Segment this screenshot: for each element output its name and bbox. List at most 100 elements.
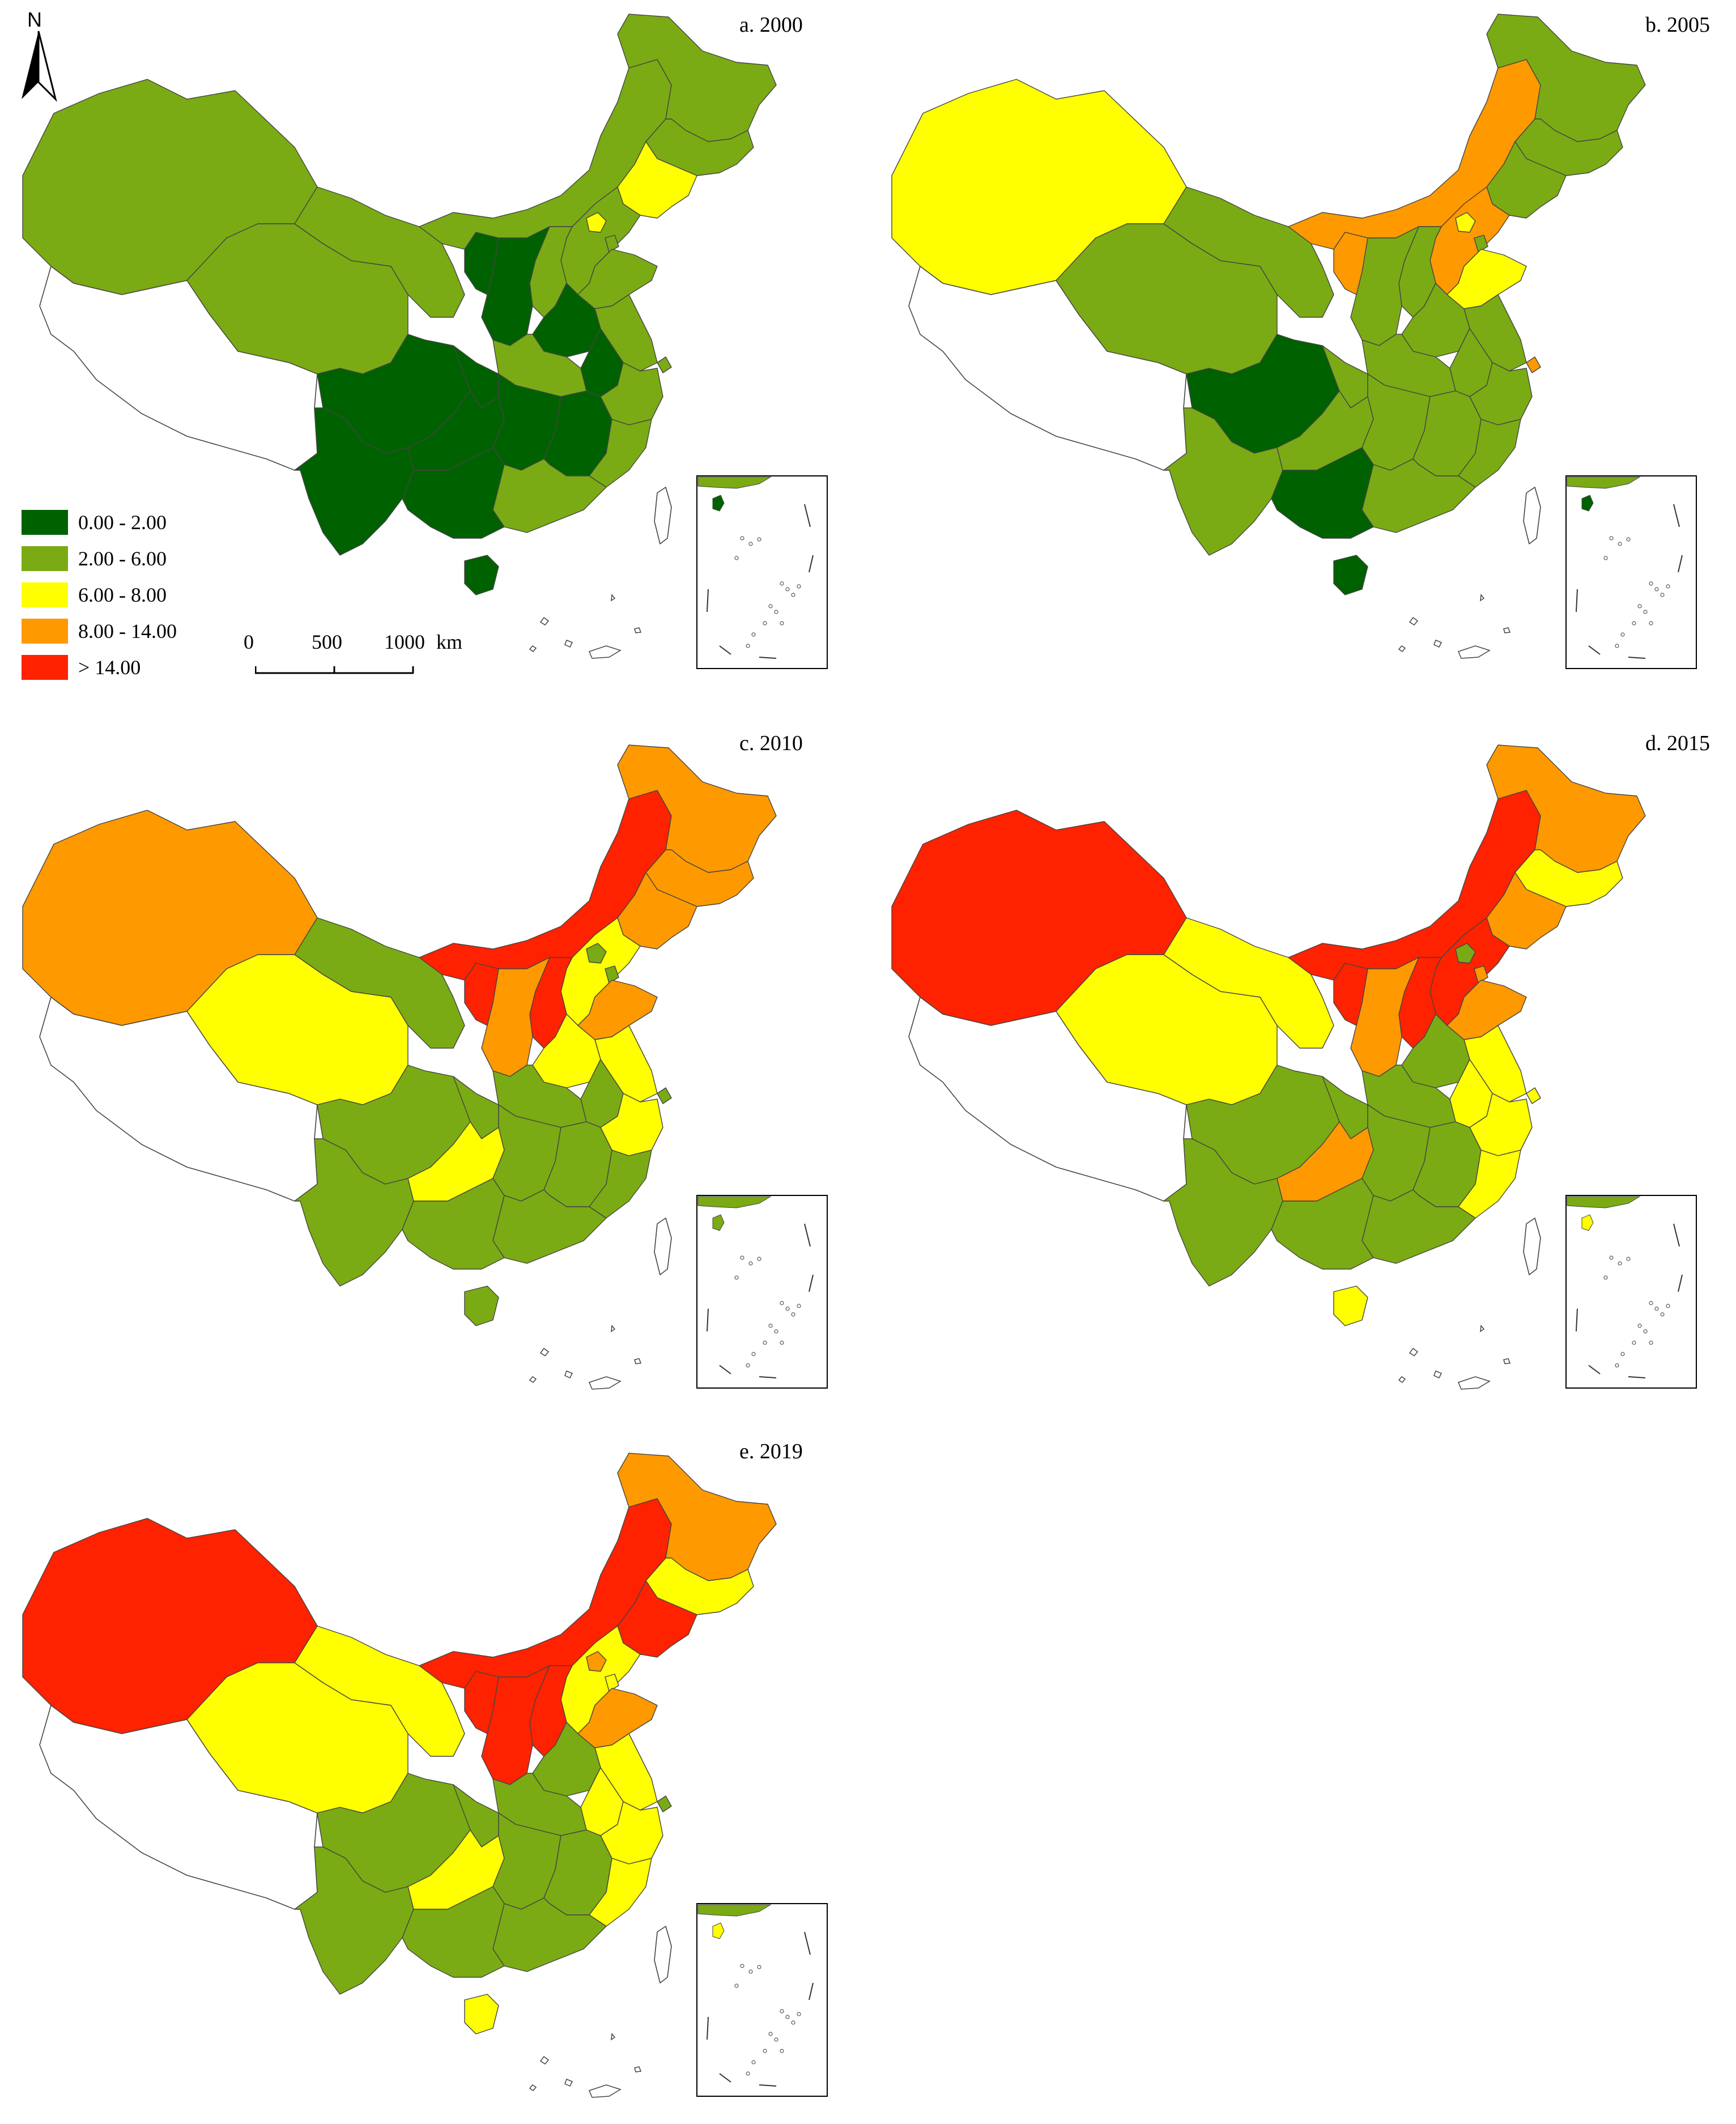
province-guangxi: [1271, 1178, 1374, 1270]
inset-island: [1615, 644, 1619, 648]
inset-island: [774, 610, 778, 614]
inset-island: [751, 1352, 756, 1356]
province-tianjin: [605, 965, 619, 984]
island-outline: [634, 627, 642, 633]
inset-island: [1603, 556, 1608, 560]
panel-title: c. 2010: [739, 731, 803, 755]
north-label: N: [27, 8, 42, 31]
inset-island: [757, 1257, 761, 1261]
province-shanghai: [657, 1087, 672, 1104]
province-yunnan: [294, 1846, 414, 1995]
inset-hainan: [1581, 495, 1594, 512]
inset-island: [1618, 1261, 1622, 1266]
inset-island: [757, 1965, 761, 1969]
province-taiwan: [654, 487, 672, 544]
province-guangxi: [402, 1178, 505, 1270]
inset-island: [746, 644, 750, 648]
panel-title: d. 2015: [1645, 731, 1710, 755]
inset-island: [740, 536, 744, 540]
province-hainan: [464, 1994, 499, 2034]
inset-island: [780, 2049, 784, 2053]
inset-island: [740, 1255, 744, 1260]
province-beijing: [1455, 212, 1476, 233]
province-yunnan: [1163, 1138, 1283, 1287]
island-outline: [588, 1376, 622, 1390]
island-outline: [634, 2066, 642, 2072]
island-outline: [634, 1358, 642, 1364]
choropleth-map: [891, 744, 1697, 1390]
south-china-sea-inset: [696, 1195, 828, 1389]
province-zhejiang: [600, 362, 663, 425]
province-ningxia: [464, 963, 499, 1026]
inset-island: [768, 2032, 773, 2036]
inset-island: [748, 542, 753, 546]
south-china-sea-inset: [1565, 475, 1697, 669]
province-shandong: [1446, 249, 1527, 309]
legend-item: 0.00 - 2.00: [22, 504, 225, 540]
scale-bar: 0 500 1000 km: [244, 631, 470, 680]
inset-island: [1660, 1312, 1665, 1317]
map-panel-2015: d. 2015: [869, 708, 1736, 1411]
inset-island: [763, 621, 767, 625]
inset-boundary-dash: [707, 1931, 814, 2087]
island-outline: [1503, 1358, 1511, 1364]
inset-island: [791, 1312, 795, 1317]
island-outline: [564, 1370, 573, 1378]
legend-swatch: [22, 546, 68, 571]
province-ningxia: [464, 1671, 499, 1734]
legend-label: 2.00 - 6.00: [78, 547, 167, 570]
province-guangxi: [402, 447, 505, 539]
legend-swatch: [22, 582, 68, 607]
legend-label: > 14.00: [78, 656, 141, 679]
province-tianjin: [1474, 235, 1488, 253]
inset-island: [1660, 593, 1665, 597]
inset-island: [748, 1261, 753, 1266]
inset-island: [791, 2020, 795, 2025]
panel-title: e. 2019: [739, 1440, 803, 1463]
map-panel-2000: a. 2000: [0, 0, 867, 703]
province-tianjin: [605, 1674, 619, 1692]
inset-island: [1626, 1257, 1631, 1261]
legend-label: 8.00 - 14.00: [78, 620, 177, 642]
inset-island: [1626, 537, 1631, 542]
province-tianjin: [605, 235, 619, 253]
province-liaoning: [1486, 872, 1567, 950]
province-gansu: [1163, 917, 1334, 1049]
province-liaoning: [1486, 141, 1567, 219]
province-taiwan: [1523, 1218, 1541, 1275]
south-china-sea-inset: [696, 475, 828, 669]
island-outline: [1457, 645, 1491, 659]
legend-item: > 14.00: [22, 649, 225, 686]
province-guangxi: [402, 1886, 505, 1978]
choropleth-map: [22, 14, 828, 669]
province-ningxia: [1333, 232, 1368, 295]
inset-boundary-dash: [1576, 1223, 1683, 1378]
province-shanghai: [1526, 1087, 1541, 1104]
legend-label: 0.00 - 2.00: [78, 511, 167, 534]
province-taiwan: [654, 1218, 672, 1275]
inset-island: [1620, 632, 1625, 637]
inset-island: [1609, 1255, 1614, 1260]
inset-hainan: [712, 1214, 725, 1231]
island-outline: [1503, 627, 1511, 633]
inset-mainland: [697, 1196, 772, 1208]
province-yunnan: [294, 1138, 414, 1287]
inset-island: [1649, 621, 1653, 625]
province-fujian: [589, 419, 652, 488]
province-ningxia: [1333, 963, 1368, 1026]
panel-title: b. 2005: [1645, 13, 1710, 37]
province-beijing: [586, 1651, 607, 1672]
inset-island: [774, 1329, 778, 1334]
island-outline: [1398, 1376, 1406, 1383]
province-taiwan: [654, 1926, 672, 1983]
province-zhejiang: [1469, 1093, 1533, 1156]
inset-island: [757, 537, 761, 542]
choropleth-map: [22, 744, 828, 1390]
island-outline: [539, 616, 550, 625]
province-liaoning: [617, 872, 697, 950]
choropleth-map: [891, 14, 1697, 669]
legend-swatch: [22, 619, 68, 644]
panel-title: a. 2000: [739, 13, 803, 37]
province-zhejiang: [600, 1801, 663, 1865]
province-gansu: [294, 917, 465, 1049]
